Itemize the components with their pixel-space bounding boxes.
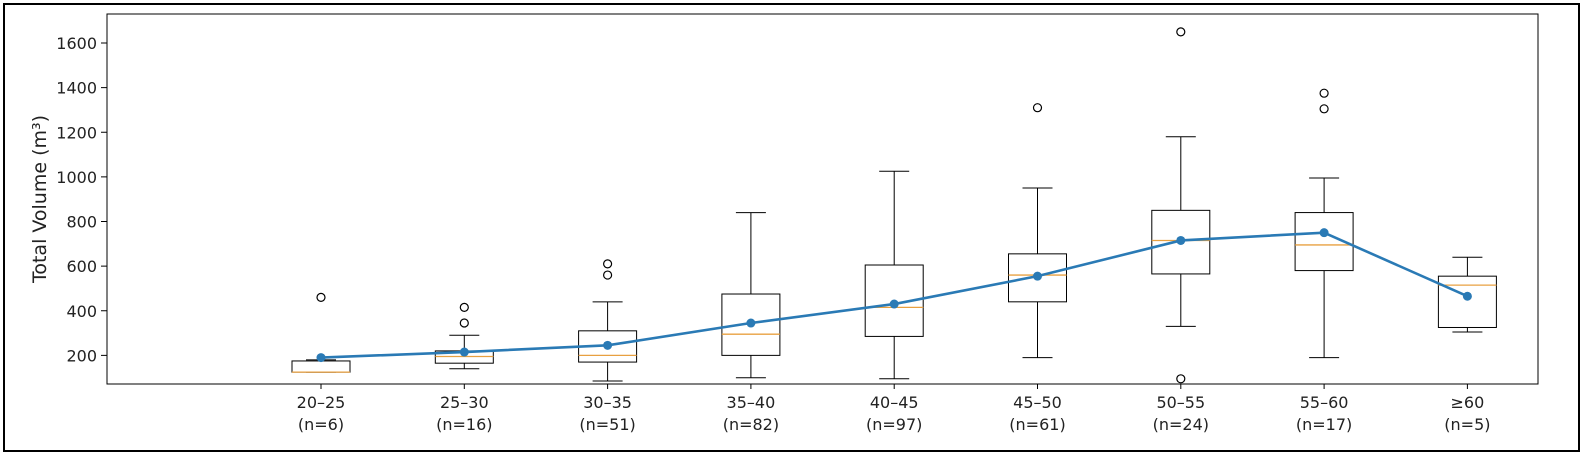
outlier-point (1319, 88, 1329, 98)
box-iqr (721, 293, 781, 356)
x-tick-count: (n=6) (298, 415, 344, 434)
box-group-5 (864, 170, 924, 380)
plot-area-border (106, 13, 1539, 385)
y-tick-label: 200 (66, 346, 97, 365)
y-tick-label: 1600 (56, 34, 97, 53)
mean-line-layer (316, 228, 1472, 363)
box-iqr (1008, 253, 1067, 303)
mean-point (889, 299, 899, 309)
x-tick-count: (n=61) (1009, 415, 1065, 434)
mean-point (603, 340, 613, 350)
outlier-point (316, 292, 326, 302)
y-tick-label: 1200 (56, 123, 97, 142)
box-group-6 (1008, 103, 1067, 359)
x-tick-count: (n=16) (436, 415, 492, 434)
chart-frame (3, 3, 1580, 452)
y-axis-title: Total Volume (m³) (29, 115, 51, 284)
x-tick-count: (n=97) (866, 415, 922, 434)
mean-point (746, 318, 756, 328)
boxes-layer (291, 27, 1497, 384)
outlier-point (1176, 27, 1186, 37)
x-tick-count: (n=17) (1296, 415, 1352, 434)
outlier-point (1176, 374, 1186, 384)
mean-point (1319, 228, 1329, 238)
box-group-9 (1437, 256, 1497, 333)
box-group-8 (1294, 88, 1354, 359)
box-iqr (1294, 212, 1354, 272)
x-tick-label: 55–60 (1300, 393, 1349, 412)
box-group-4 (721, 212, 781, 379)
labels-layer: 20–25 (n=6) 25–30 (n=16) 30–35 (n=51) 35–40 (n=… (297, 384, 1491, 434)
x-tick-label: 35–40 (727, 393, 776, 412)
outlier-point (1032, 103, 1043, 113)
axes: 200 400 600 800 1000 1200 1400 1600 (56, 13, 1539, 385)
x-tick-count: (n=24) (1153, 415, 1209, 434)
box-iqr (864, 264, 924, 337)
x-tick-count: (n=5) (1444, 415, 1490, 434)
box-iqr (291, 360, 351, 373)
x-tick-count: (n=82) (723, 415, 779, 434)
box-group-2 (434, 302, 494, 370)
y-tick-label: 600 (66, 257, 97, 276)
outlier-point (459, 318, 469, 328)
x-tick-count: (n=51) (579, 415, 635, 434)
x-tick-label: 30–35 (583, 393, 632, 412)
y-tick-label: 800 (66, 213, 97, 232)
x-tick-label: 20–25 (297, 393, 346, 412)
outlier-point (459, 302, 469, 313)
outlier-point (602, 259, 613, 269)
x-tick-label: 50–55 (1156, 393, 1205, 412)
outlier-point (1319, 104, 1329, 114)
box-iqr (1151, 209, 1211, 275)
box-group-3 (578, 259, 638, 382)
outlier-point (602, 270, 613, 280)
x-tick-label: 25–30 (440, 393, 489, 412)
mean-point (1033, 271, 1042, 281)
y-tick-label: 1000 (56, 168, 97, 187)
x-tick-label: ≥60 (1451, 393, 1485, 412)
x-tick-label: 45–50 (1013, 393, 1062, 412)
box-group-7 (1151, 27, 1211, 384)
box-iqr (1437, 275, 1497, 328)
x-tick-label: 40–45 (870, 393, 919, 412)
mean-point (459, 347, 469, 357)
mean-point (316, 353, 326, 363)
y-tick-label: 1400 (56, 79, 97, 98)
mean-point (1176, 235, 1186, 245)
y-tick-label: 400 (66, 302, 97, 321)
mean-point (1462, 291, 1472, 301)
